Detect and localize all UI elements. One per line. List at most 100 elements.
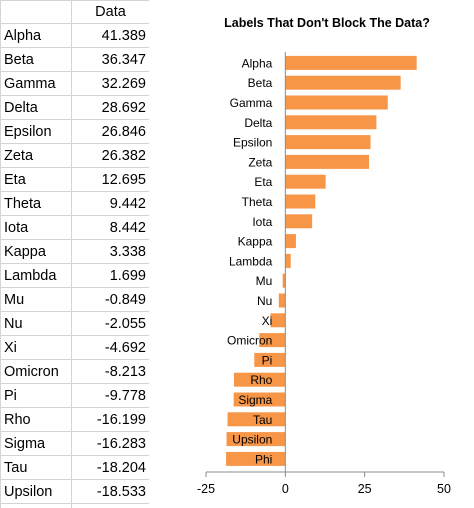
value-cell[interactable]: 8.442 [71,215,149,240]
value-cell[interactable]: -0.849 [71,287,149,312]
label-cell[interactable]: Beta [0,47,72,72]
category-label: Sigma [238,393,272,407]
value-cell[interactable]: 3.338 [71,239,149,264]
value-cell[interactable]: 12.695 [71,167,149,192]
x-tick-label: 25 [358,482,372,496]
table-row: Nu -2.055 [0,311,149,336]
category-label: Rho [250,373,272,387]
table-row: Beta 36.347 [0,47,149,72]
category-label: Upsilon [232,433,272,447]
x-tick-label: 50 [437,482,451,496]
bar [285,55,417,70]
bar [285,253,291,268]
value-cell[interactable]: -9.778 [71,383,149,408]
value-cell[interactable]: 9.442 [71,191,149,216]
category-label: Eta [254,175,272,189]
label-cell[interactable]: Sigma [0,431,72,456]
table-row: Sigma -16.283 [0,431,149,456]
label-cell[interactable]: Nu [0,311,72,336]
category-label: Nu [257,294,272,308]
header-cell-empty[interactable] [0,0,72,24]
bar [285,75,401,90]
table-row: Kappa 3.338 [0,239,149,264]
category-label: Theta [242,195,273,209]
label-cell[interactable]: Delta [0,95,72,120]
bar-chart-svg: Labels That Don't Block The Data? Alpha Be… [197,16,451,496]
table-row: Pi -9.778 [0,383,149,408]
value-cell[interactable]: 36.347 [71,47,149,72]
bar [285,135,371,150]
label-cell[interactable]: Lambda [0,263,72,288]
value-cell[interactable]: -2.055 [71,311,149,336]
table-row: Phi-18.680 [0,503,149,508]
category-label: Omicron [227,334,272,348]
table-row: Tau -18.204 [0,455,149,480]
label-cell[interactable]: Tau [0,455,72,480]
value-cell[interactable]: 32.269 [71,71,149,96]
bar [285,115,377,130]
table-row: Xi -4.692 [0,335,149,360]
value-cell[interactable]: 28.692 [71,95,149,120]
label-cell[interactable]: Theta [0,191,72,216]
label-cell[interactable]: Gamma [0,71,72,96]
bar [270,313,286,328]
bar [278,293,286,308]
label-cell[interactable]: Omicron [0,359,72,384]
bar [233,392,286,407]
value-cell[interactable]: -18.533 [71,479,149,504]
value-cell[interactable]: 1.699 [71,263,149,288]
bar [285,194,316,209]
bar [285,154,370,169]
value-cell[interactable]: -18.204 [71,455,149,480]
table-row: Delta 28.692 [0,95,149,120]
category-label: Phi [255,452,272,466]
bar [227,412,286,427]
table-row: Lambda 1.699 [0,263,149,288]
bar [226,451,286,466]
category-label: Pi [262,353,273,367]
value-cell[interactable]: -16.283 [71,431,149,456]
x-tick-label: 0 [282,482,289,496]
value-cell[interactable]: -18.680 [71,503,149,508]
value-cell[interactable]: -4.692 [71,335,149,360]
bar [285,234,296,249]
value-cell[interactable]: -16.199 [71,407,149,432]
label-cell[interactable]: Zeta [0,143,72,168]
bar [285,174,326,189]
label-cell[interactable]: Iota [0,215,72,240]
value-cell[interactable]: 26.382 [71,143,149,168]
category-label: Zeta [248,155,272,169]
label-cell[interactable]: Xi [0,335,72,360]
table-row: Upsilon -18.533 [0,479,149,504]
value-cell[interactable]: 26.846 [71,119,149,144]
header-cell-data[interactable]: Data [71,0,149,24]
category-label: Xi [262,314,273,328]
table-row: Epsilon 26.846 [0,119,149,144]
label-cell[interactable]: Alpha [0,23,72,48]
x-tick-label: -25 [197,482,215,496]
table-row: Theta 9.442 [0,191,149,216]
table-row: Zeta 26.382 [0,143,149,168]
label-cell[interactable]: Upsilon [0,479,72,504]
category-label: Epsilon [233,136,272,150]
bar [254,352,286,367]
label-cell[interactable]: Epsilon [0,119,72,144]
chart: Labels That Don't Block The Data? Alpha Be… [180,0,474,508]
label-cell[interactable]: Eta [0,167,72,192]
bar [226,432,286,447]
bar [285,95,388,110]
label-cell[interactable]: Pi [0,383,72,408]
label-cell[interactable]: Phi [0,503,72,508]
label-cell[interactable]: Rho [0,407,72,432]
value-cell[interactable]: 41.389 [71,23,149,48]
table-row: Omicron -8.213 [0,359,149,384]
value-cell[interactable]: -8.213 [71,359,149,384]
category-label: Lambda [229,254,273,268]
category-label: Iota [252,215,272,229]
label-cell[interactable]: Mu [0,287,72,312]
table-row: Eta 12.695 [0,167,149,192]
table-row: Gamma 32.269 [0,71,149,96]
label-cell[interactable]: Kappa [0,239,72,264]
category-label: Mu [256,274,273,288]
data-table: Data Alpha 41.389 Beta 36.347 Gamma 32.269 Delt… [0,0,149,508]
